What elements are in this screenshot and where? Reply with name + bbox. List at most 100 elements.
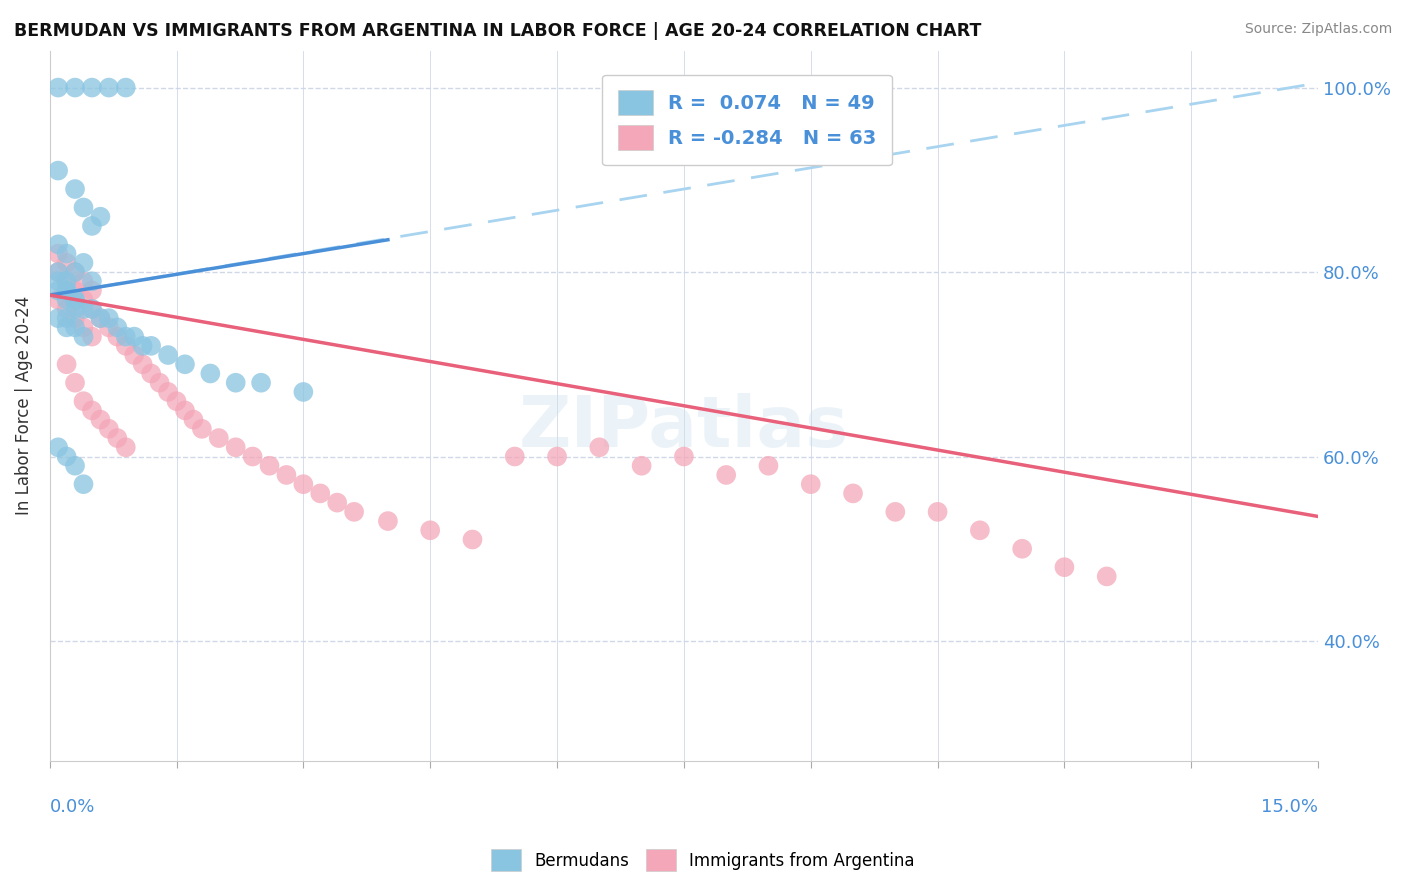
- Point: [46, 265, 69, 279]
- Point: [55, 320, 77, 334]
- Point: [105, 320, 128, 334]
- Point: [122, 348, 145, 362]
- Point: [80, 301, 103, 316]
- Point: [1011, 541, 1033, 556]
- Point: [46, 80, 69, 95]
- Point: [80, 329, 103, 343]
- Point: [72, 201, 94, 215]
- Point: [63, 293, 86, 307]
- Point: [546, 450, 568, 464]
- Point: [377, 514, 399, 528]
- Point: [46, 284, 69, 298]
- Point: [343, 505, 366, 519]
- Legend: R =  0.074   N = 49, R = -0.284   N = 63: R = 0.074 N = 49, R = -0.284 N = 63: [602, 75, 893, 165]
- Point: [46, 440, 69, 454]
- Legend: Bermudans, Immigrants from Argentina: Bermudans, Immigrants from Argentina: [482, 841, 924, 880]
- Point: [800, 477, 823, 491]
- Point: [714, 467, 737, 482]
- Point: [250, 376, 273, 390]
- Point: [63, 301, 86, 316]
- Point: [55, 284, 77, 298]
- Point: [191, 422, 214, 436]
- Point: [63, 311, 86, 326]
- Point: [630, 458, 652, 473]
- Point: [72, 256, 94, 270]
- Point: [72, 477, 94, 491]
- Point: [174, 403, 197, 417]
- Point: [114, 339, 136, 353]
- Point: [166, 394, 188, 409]
- Point: [114, 80, 136, 95]
- Point: [419, 524, 441, 538]
- Text: Source: ZipAtlas.com: Source: ZipAtlas.com: [1244, 22, 1392, 37]
- Point: [55, 256, 77, 270]
- Point: [46, 265, 69, 279]
- Point: [55, 293, 77, 307]
- Point: [200, 367, 222, 381]
- Point: [225, 376, 247, 390]
- Point: [588, 440, 610, 454]
- Point: [72, 329, 94, 343]
- Point: [55, 311, 77, 326]
- Point: [969, 524, 991, 538]
- Point: [55, 246, 77, 260]
- Point: [326, 495, 349, 509]
- Point: [72, 293, 94, 307]
- Point: [292, 477, 315, 491]
- Point: [503, 450, 526, 464]
- Point: [46, 293, 69, 307]
- Point: [292, 384, 315, 399]
- Text: 0.0%: 0.0%: [49, 797, 96, 816]
- Point: [208, 431, 231, 445]
- Point: [89, 311, 111, 326]
- Point: [97, 311, 120, 326]
- Text: ZIPatlas: ZIPatlas: [519, 392, 849, 461]
- Point: [46, 237, 69, 252]
- Point: [105, 329, 128, 343]
- Point: [80, 284, 103, 298]
- Point: [46, 311, 69, 326]
- Point: [97, 320, 120, 334]
- Point: [105, 431, 128, 445]
- Point: [157, 348, 180, 362]
- Point: [63, 265, 86, 279]
- Point: [55, 357, 77, 371]
- Point: [122, 329, 145, 343]
- Point: [114, 329, 136, 343]
- Point: [72, 301, 94, 316]
- Point: [80, 274, 103, 288]
- Point: [139, 367, 162, 381]
- Point: [55, 284, 77, 298]
- Point: [149, 376, 172, 390]
- Point: [63, 182, 86, 196]
- Point: [183, 412, 205, 426]
- Point: [46, 274, 69, 288]
- Point: [174, 357, 197, 371]
- Point: [80, 403, 103, 417]
- Point: [89, 412, 111, 426]
- Point: [461, 533, 484, 547]
- Point: [131, 339, 153, 353]
- Point: [72, 394, 94, 409]
- Point: [97, 80, 120, 95]
- Point: [884, 505, 907, 519]
- Point: [276, 467, 298, 482]
- Y-axis label: In Labor Force | Age 20-24: In Labor Force | Age 20-24: [15, 296, 32, 516]
- Point: [89, 210, 111, 224]
- Point: [80, 80, 103, 95]
- Point: [672, 450, 695, 464]
- Point: [139, 339, 162, 353]
- Point: [63, 284, 86, 298]
- Point: [63, 376, 86, 390]
- Point: [55, 274, 77, 288]
- Point: [63, 458, 86, 473]
- Point: [63, 80, 86, 95]
- Point: [55, 301, 77, 316]
- Point: [97, 422, 120, 436]
- Point: [927, 505, 949, 519]
- Point: [131, 357, 153, 371]
- Text: 15.0%: 15.0%: [1261, 797, 1319, 816]
- Point: [46, 246, 69, 260]
- Point: [89, 311, 111, 326]
- Point: [55, 450, 77, 464]
